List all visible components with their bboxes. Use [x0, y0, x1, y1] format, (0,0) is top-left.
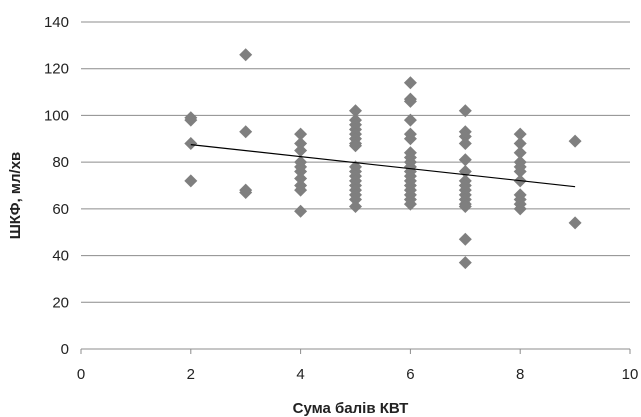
data-point: [403, 197, 417, 211]
data-point: [458, 153, 472, 167]
data-point: [513, 164, 527, 178]
data-point: [294, 127, 308, 141]
x-tick-label: 4: [296, 366, 304, 383]
trendline: [190, 144, 576, 188]
data-point: [458, 200, 472, 214]
x-axis-ticks: 0 2 4 6 8 10: [77, 349, 639, 383]
data-point: [294, 136, 308, 150]
data-point: [294, 183, 308, 197]
data-point: [513, 127, 527, 141]
data-point: [184, 174, 198, 188]
x-tick-label: 10: [622, 366, 639, 383]
data-point: [349, 193, 362, 207]
data-point: [568, 134, 582, 148]
data-point: [403, 113, 417, 127]
data-point: [403, 132, 417, 146]
data-point: [458, 136, 472, 150]
y-axis-ticks: 0 20 40 60 80 100 120 140: [44, 14, 69, 358]
data-point: [458, 256, 472, 270]
data-point: [184, 113, 198, 127]
data-point: [349, 104, 362, 118]
data-point: [294, 164, 308, 178]
data-point: [403, 76, 417, 90]
data-points: [184, 48, 582, 270]
y-tick-label: 120: [44, 61, 69, 78]
data-point: [349, 139, 362, 153]
data-point: [458, 129, 472, 143]
x-tick-label: 8: [516, 366, 524, 383]
x-tick-label: 2: [187, 366, 195, 383]
data-point: [403, 94, 417, 108]
data-point: [239, 125, 253, 139]
data-point: [294, 204, 308, 218]
data-point: [568, 216, 582, 230]
y-tick-label: 20: [52, 294, 69, 311]
data-point: [513, 146, 527, 160]
data-point: [513, 202, 527, 216]
data-point: [294, 171, 308, 185]
data-point: [239, 186, 253, 200]
data-point: [294, 143, 308, 157]
y-tick-label: 60: [52, 201, 69, 218]
y-tick-label: 40: [52, 248, 69, 265]
x-tick-label: 6: [406, 366, 414, 383]
data-point: [184, 136, 198, 150]
y-tick-label: 100: [44, 107, 69, 124]
data-point: [458, 104, 472, 118]
data-point: [239, 48, 253, 62]
x-axis-label: Сума балів КВТ: [293, 400, 409, 417]
y-tick-label: 0: [61, 341, 69, 358]
data-point: [349, 200, 362, 214]
y-tick-label: 140: [44, 14, 69, 31]
data-point: [513, 136, 527, 150]
data-point: [458, 232, 472, 246]
x-tick-label: 0: [77, 366, 85, 383]
y-axis-label: ШКФ, мл/хв: [7, 152, 24, 240]
y-tick-label: 80: [52, 154, 69, 171]
